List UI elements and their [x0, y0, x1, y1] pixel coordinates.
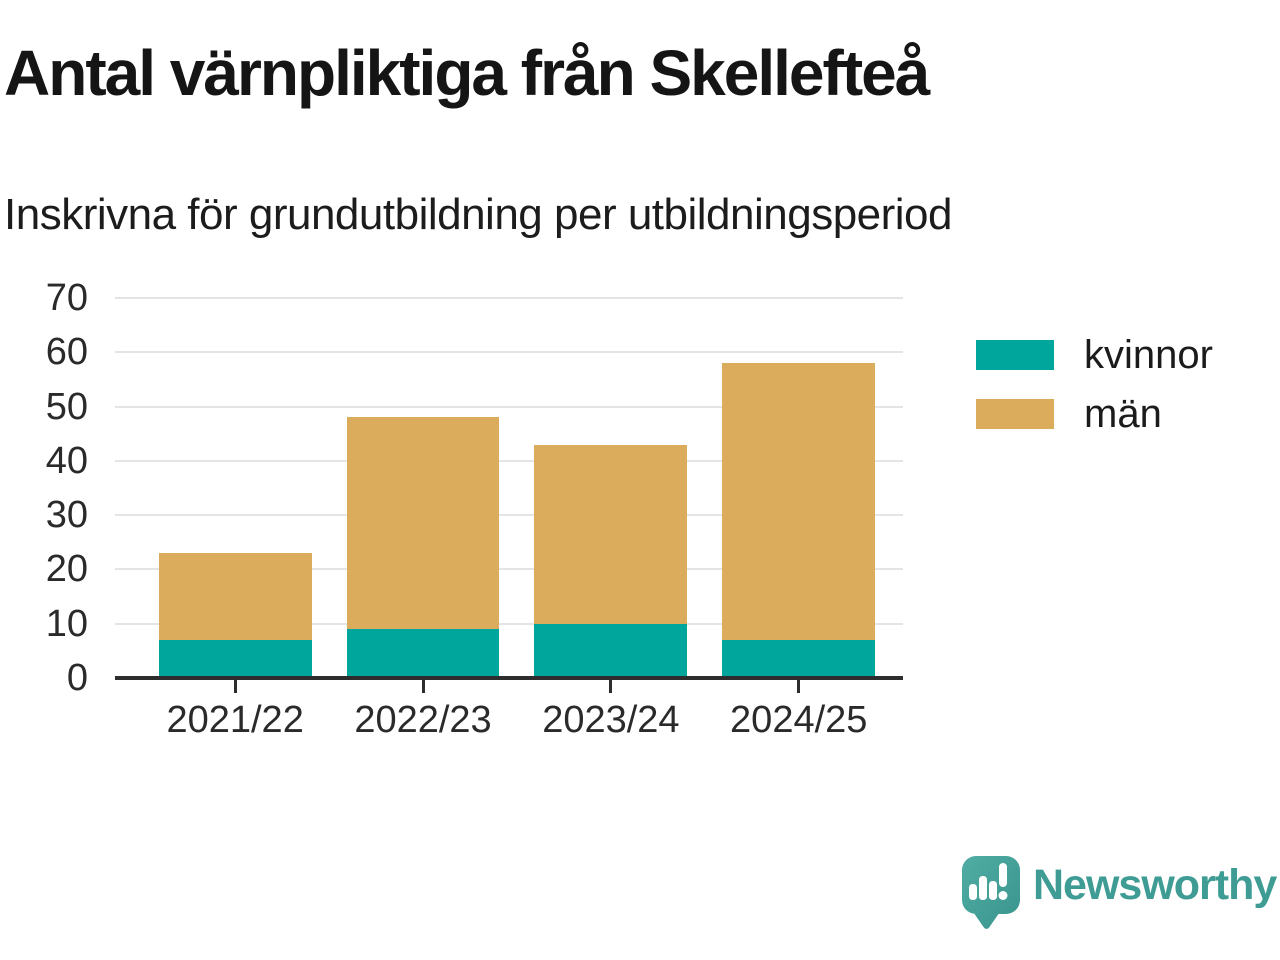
x-tick-2023/24 [609, 680, 613, 693]
gridline-70 [115, 297, 903, 299]
gridline-60 [115, 351, 903, 354]
legend-swatch-man [976, 399, 1054, 429]
x-tick-label-2024/25: 2024/25 [730, 699, 868, 741]
legend-label-man: män [1084, 392, 1162, 436]
y-tick-label-70: 70 [45, 277, 88, 319]
bar-segment-kvinnor-2021/22 [158, 640, 312, 678]
legend-label-kvinnor: kvinnor [1084, 333, 1213, 377]
y-tick-label-20: 20 [45, 548, 88, 591]
x-tick-label-2023/24: 2023/24 [542, 699, 680, 741]
x-tick-label-2021/22: 2021/22 [166, 699, 304, 741]
speech-bubble-bar-chart-icon [962, 856, 1020, 929]
gridline-50 [115, 405, 903, 408]
y-tick-label-10: 10 [45, 602, 88, 645]
bar-segment-män-2021/22 [158, 553, 312, 640]
gridline-40 [115, 459, 903, 462]
bar-segment-kvinnor-2023/24 [534, 623, 688, 678]
x-tick-2024/25 [797, 680, 801, 693]
bar-segment-män-2022/23 [346, 417, 500, 630]
bar-segment-män-2024/25 [722, 363, 876, 640]
newsworthy-logo: Newsworthy [962, 856, 1277, 932]
gridline-20 [115, 568, 903, 571]
x-tick-label-2022/23: 2022/23 [354, 699, 492, 741]
legend: kvinnor män [976, 333, 1213, 436]
bar-chart-plot-area: 0 10 20 30 40 50 60 70 2021/22 2022/23 2023/24 2024… [46, 277, 903, 741]
y-tick-label-60: 60 [45, 331, 88, 374]
y-tick-label-50: 50 [45, 385, 88, 428]
legend-item-man: män [976, 392, 1213, 436]
x-axis-line [115, 676, 903, 680]
legend-item-kvinnor: kvinnor [976, 333, 1213, 377]
gridline-10 [115, 622, 903, 625]
y-tick-label-30: 30 [45, 494, 88, 537]
x-tick-2022/23 [421, 680, 425, 693]
bar-segment-kvinnor-2024/25 [722, 640, 876, 678]
y-tick-label-40: 40 [45, 439, 88, 482]
x-tick-2021/22 [233, 680, 237, 693]
bar-segment-kvinnor-2022/23 [346, 629, 500, 678]
bar-segment-män-2023/24 [534, 444, 688, 624]
legend-swatch-kvinnor [976, 340, 1054, 370]
logo-wordmark: Newsworthy [1033, 861, 1277, 909]
gridline-30 [115, 514, 903, 517]
y-tick-label-0: 0 [66, 657, 88, 699]
page-subtitle: Inskrivna för grundutbildning per utbild… [4, 190, 953, 239]
page-title: Antal värnpliktiga från Skellefteå [4, 37, 930, 109]
